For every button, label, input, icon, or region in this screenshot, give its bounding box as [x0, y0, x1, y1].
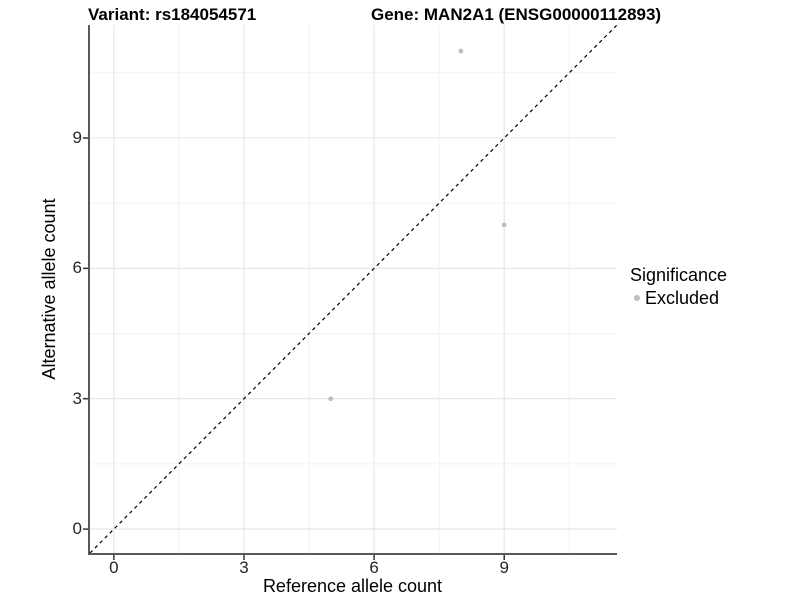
- legend-title: Significance: [630, 265, 728, 285]
- x-tick-label: 0: [109, 558, 119, 577]
- y-tick-label: 6: [72, 258, 82, 278]
- plot-panel: [83, 24, 618, 560]
- data-point: [501, 222, 507, 228]
- plot-svg: [83, 24, 618, 560]
- y-tick-label: 3: [72, 388, 82, 408]
- variant-title: Variant: rs184054571: [88, 5, 257, 24]
- y-tick-label: 0: [72, 519, 82, 539]
- legend-item-label: Excluded: [645, 288, 720, 308]
- identity-dashed-line: [89, 24, 618, 554]
- data-point: [328, 396, 334, 402]
- x-tick-label: 6: [369, 558, 379, 577]
- legend-item-excluded: Excluded: [630, 288, 795, 308]
- x-tick-label: 9: [499, 558, 509, 577]
- legend: Significance Excluded: [630, 264, 795, 308]
- x-axis-title: Reference allele count: [262, 576, 443, 596]
- y-axis-title: Alternative allele count: [39, 198, 59, 380]
- gene-title: Gene: MAN2A1 (ENSG00000112893): [371, 5, 662, 24]
- y-tick-label: 9: [72, 127, 82, 147]
- data-point: [458, 48, 464, 54]
- x-tick-label: 3: [239, 558, 249, 577]
- legend-point-icon: [634, 295, 640, 301]
